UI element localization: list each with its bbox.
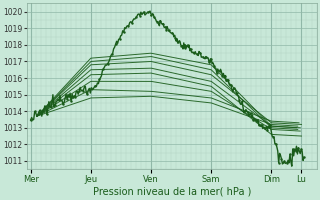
X-axis label: Pression niveau de la mer( hPa ): Pression niveau de la mer( hPa ) [92, 187, 251, 197]
